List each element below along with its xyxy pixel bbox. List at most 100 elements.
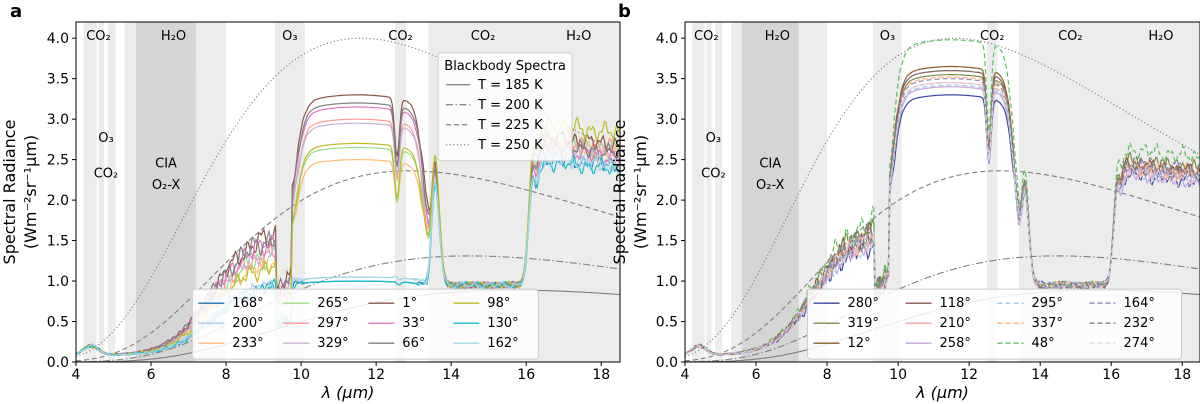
- band-label: CO₂: [701, 166, 726, 181]
- blackbody-legend-box: [437, 52, 573, 162]
- band-label: H₂O: [161, 29, 186, 44]
- x-tick-label: 4: [72, 367, 81, 383]
- cia-band: [136, 72, 197, 362]
- y-tick-label: 3.5: [47, 72, 69, 88]
- series-legend-entry: 33°: [402, 316, 425, 331]
- series-legend-entry: 232°: [1124, 316, 1155, 331]
- band-label: O₃: [282, 29, 297, 44]
- series-legend-entry: 233°: [232, 336, 263, 351]
- panel-a: CO₂ H₂O O₃ CO₂ CO₂ H₂O O₃ CO₂ CIA O₂-X 4 6 8 10 12 14 16…: [0, 1, 621, 402]
- band-label: CO₂: [980, 29, 1005, 44]
- x-tick-label: 18: [592, 367, 610, 383]
- absorption-band: [394, 22, 407, 362]
- band-label: CO₂: [471, 29, 496, 44]
- x-tick-label: 6: [752, 367, 761, 383]
- x-tick-label: 8: [823, 367, 832, 383]
- cia-band: [741, 72, 799, 362]
- blackbody-legend-entry: T = 200 K: [477, 98, 543, 113]
- series-line: [76, 115, 620, 356]
- band-label: O₃: [880, 29, 895, 44]
- series-line: [76, 152, 620, 357]
- y-tick-label: 1.0: [47, 274, 69, 290]
- series-legend-entry: 98°: [487, 296, 510, 311]
- y-tick-label: 1.5: [656, 234, 678, 250]
- x-tick-label: 8: [222, 367, 231, 383]
- series-legend-entry: 48°: [1032, 336, 1055, 351]
- series-legend-entry: 295°: [1032, 296, 1063, 311]
- band-label: CO₂: [388, 29, 413, 44]
- y-tick-label: 0.5: [47, 315, 69, 331]
- series-legend-entry: 200°: [232, 316, 263, 331]
- y-tick-label: 0.0: [47, 355, 69, 371]
- blackbody-legend-title: Blackbody Spectra: [444, 59, 566, 74]
- x-tick-label: 10: [889, 367, 907, 383]
- band-label: CO₂: [86, 29, 111, 44]
- plot-frame: [75, 21, 621, 363]
- absorption-band: [98, 22, 105, 362]
- series-legend-entry: 337°: [1032, 316, 1063, 331]
- blackbody-legend-entry: T = 185 K: [477, 78, 543, 93]
- band-label: CIA: [759, 157, 781, 172]
- y-axis-label: Spectral Radiance: [0, 120, 19, 265]
- series-legend-entry: 265°: [317, 296, 348, 311]
- blackbody-line: [76, 37, 620, 358]
- blackbody-legend-entry: T = 250 K: [477, 138, 543, 153]
- absorption-band: [107, 22, 116, 362]
- y-axis-unit: (Wm⁻²sr⁻¹μm): [21, 135, 40, 249]
- y-axis-label: Spectral Radiance: [610, 120, 629, 265]
- blackbody-line: [685, 37, 1200, 358]
- x-tick-label: 16: [517, 367, 535, 383]
- series-legend-entry: 130°: [487, 316, 518, 331]
- series-legend-entry: 297°: [317, 316, 348, 331]
- band-label: CO₂: [94, 166, 119, 181]
- x-axis-label: λ (μm): [915, 383, 969, 402]
- series-legend-entry: 162°: [487, 336, 518, 351]
- absorption-band: [706, 22, 712, 362]
- band-label: CO₂: [694, 29, 719, 44]
- band-label: O₃: [98, 131, 113, 146]
- series-legend-box: [807, 288, 1183, 360]
- band-label: H₂O: [765, 29, 790, 44]
- x-tick-label: 14: [1031, 367, 1049, 383]
- x-axis-label: λ (μm): [321, 383, 375, 402]
- series-legend-entry: 280°: [848, 296, 879, 311]
- absorption-band: [692, 22, 705, 362]
- y-tick-label: 4.0: [656, 31, 678, 47]
- series-line: [685, 84, 1200, 356]
- band-label: CIA: [155, 157, 177, 172]
- series-legend-entry: 319°: [848, 316, 879, 331]
- y-tick-label: 2.5: [656, 153, 678, 169]
- series-line: [685, 82, 1200, 356]
- blackbody-legend-entry: T = 225 K: [477, 118, 543, 133]
- plot-frame: [684, 21, 1200, 363]
- series-legend-box: [191, 288, 539, 360]
- series-legend-entry: 12°: [848, 336, 871, 351]
- y-tick-label: 2.0: [656, 193, 678, 209]
- series-legend-entry: 168°: [232, 296, 263, 311]
- y-tick-label: 3.0: [656, 112, 678, 128]
- panel-letter: a: [10, 1, 22, 22]
- absorption-band: [83, 22, 97, 362]
- y-axis-unit: (Wm⁻²sr⁻¹μm): [631, 135, 650, 249]
- absorption-band: [986, 22, 998, 362]
- x-tick-label: 16: [1102, 367, 1120, 383]
- x-tick-label: 10: [292, 367, 310, 383]
- blackbody-line: [685, 170, 1200, 362]
- series-legend-entry: 164°: [1124, 296, 1155, 311]
- blackbody-line: [685, 255, 1200, 362]
- x-tick-label: 12: [367, 367, 385, 383]
- y-tick-label: 0.5: [656, 315, 678, 331]
- y-tick-label: 0.0: [656, 355, 678, 371]
- band-label: CO₂: [1058, 29, 1083, 44]
- panel-letter: b: [618, 1, 631, 22]
- y-tick-label: 4.0: [47, 31, 69, 47]
- y-tick-label: 1.5: [47, 234, 69, 250]
- series-legend-entry: 1°: [402, 296, 417, 311]
- series-legend-entry: 274°: [1124, 336, 1155, 351]
- y-tick-label: 3.5: [656, 72, 678, 88]
- x-tick-label: 6: [147, 367, 156, 383]
- band-label: H₂O: [1148, 29, 1173, 44]
- series-legend-entry: 258°: [940, 336, 971, 351]
- x-tick-label: 12: [960, 367, 978, 383]
